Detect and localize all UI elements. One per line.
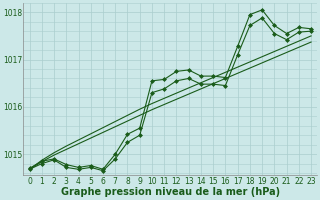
X-axis label: Graphe pression niveau de la mer (hPa): Graphe pression niveau de la mer (hPa) [61, 187, 280, 197]
